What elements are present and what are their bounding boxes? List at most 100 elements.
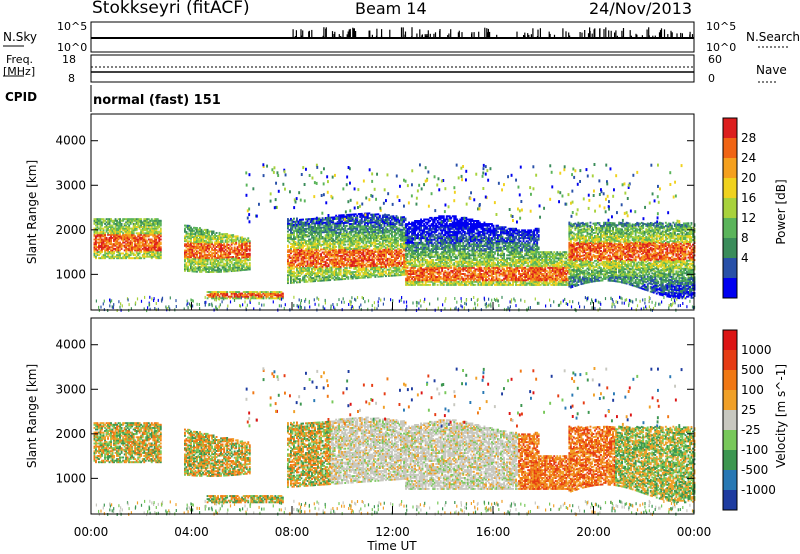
power-cell bbox=[233, 269, 236, 272]
power-cell bbox=[218, 238, 221, 241]
power-cell bbox=[348, 243, 351, 246]
power-cell bbox=[293, 236, 295, 239]
power-cell bbox=[314, 227, 317, 230]
power-cell bbox=[214, 241, 217, 244]
power-cell bbox=[321, 260, 324, 263]
power-cell bbox=[239, 253, 242, 256]
power-cell bbox=[296, 275, 298, 278]
power-cell bbox=[353, 257, 356, 260]
power-cell bbox=[205, 260, 208, 263]
power-cell bbox=[105, 218, 108, 221]
power-cell bbox=[155, 218, 158, 221]
power-cell bbox=[199, 270, 201, 273]
power-cell bbox=[363, 223, 366, 226]
power-cell bbox=[233, 294, 236, 297]
power-cell bbox=[193, 268, 195, 271]
power-cell bbox=[320, 245, 323, 248]
power-cell bbox=[96, 246, 99, 249]
power-cell bbox=[318, 276, 321, 279]
power-cell bbox=[229, 245, 232, 248]
power-cell bbox=[345, 268, 348, 271]
power-cell bbox=[345, 214, 348, 216]
power-cell bbox=[108, 246, 111, 249]
power-cell bbox=[303, 238, 306, 241]
power-cell bbox=[143, 226, 146, 228]
power-cell bbox=[116, 233, 119, 236]
power-cell bbox=[223, 292, 226, 295]
power-cell bbox=[354, 218, 357, 220]
power-cell bbox=[339, 216, 342, 218]
power-cell bbox=[288, 271, 291, 273]
power-cell bbox=[360, 220, 363, 223]
power-cell bbox=[294, 228, 297, 231]
power-cell bbox=[339, 270, 342, 273]
power-cell bbox=[117, 226, 120, 228]
power-cell bbox=[211, 271, 214, 273]
power-cell bbox=[147, 226, 150, 228]
power-cell bbox=[214, 235, 217, 238]
power-cell bbox=[317, 247, 320, 250]
power-cell bbox=[187, 237, 189, 240]
power-cell bbox=[287, 222, 289, 225]
power-cell bbox=[365, 218, 368, 221]
power-cell bbox=[110, 218, 113, 221]
power-cell bbox=[369, 231, 372, 233]
power-cell bbox=[300, 221, 303, 224]
power-cell bbox=[323, 274, 326, 277]
power-cell bbox=[122, 227, 125, 230]
power-cell bbox=[291, 258, 294, 261]
power-cell bbox=[108, 240, 111, 243]
power-cell bbox=[311, 274, 314, 277]
power-cell bbox=[187, 226, 189, 229]
power-cell bbox=[350, 266, 353, 269]
power-cell bbox=[332, 260, 335, 263]
power-cell bbox=[185, 234, 188, 236]
power-cell bbox=[203, 244, 206, 247]
power-cell bbox=[134, 254, 137, 257]
power-cell bbox=[248, 294, 251, 297]
power-cell bbox=[374, 215, 377, 218]
power-cell bbox=[117, 244, 120, 247]
power-cell bbox=[294, 241, 297, 243]
power-cell bbox=[99, 229, 102, 232]
power-cell bbox=[137, 243, 140, 246]
power-cell bbox=[215, 238, 218, 241]
power-cell bbox=[359, 276, 362, 279]
power-cell bbox=[194, 269, 197, 271]
power-cell bbox=[320, 270, 323, 273]
power-cell bbox=[336, 278, 339, 281]
power-cell bbox=[345, 217, 348, 220]
power-cell bbox=[247, 240, 250, 243]
freq-panel bbox=[90, 54, 695, 83]
power-cell bbox=[312, 280, 315, 283]
power-cell bbox=[128, 257, 131, 260]
power-cell bbox=[143, 232, 146, 235]
power-cell bbox=[303, 254, 306, 257]
power-cell bbox=[296, 270, 298, 273]
power-cell bbox=[206, 291, 209, 294]
power-cell bbox=[108, 221, 111, 224]
power-cell bbox=[312, 270, 315, 273]
power-cell bbox=[365, 221, 368, 224]
power-cell bbox=[363, 231, 366, 234]
power-cell bbox=[229, 265, 232, 268]
power-cell bbox=[288, 257, 291, 259]
power-cell bbox=[242, 262, 245, 265]
power-cell bbox=[300, 257, 303, 260]
power-cell bbox=[99, 249, 102, 252]
power-cell bbox=[281, 292, 284, 295]
power-cell bbox=[218, 231, 221, 234]
power-cell bbox=[308, 246, 311, 249]
power-cell bbox=[93, 249, 96, 252]
power-cell bbox=[350, 213, 353, 216]
power-cell bbox=[137, 221, 140, 224]
power-cell bbox=[300, 273, 303, 276]
power-cell bbox=[241, 294, 244, 297]
power-cell bbox=[338, 225, 341, 228]
power-cell bbox=[137, 233, 140, 236]
power-cell bbox=[107, 246, 110, 249]
power-cell bbox=[344, 248, 347, 251]
power-cell bbox=[108, 257, 111, 260]
power-cell bbox=[315, 278, 318, 281]
power-cell bbox=[351, 230, 354, 233]
